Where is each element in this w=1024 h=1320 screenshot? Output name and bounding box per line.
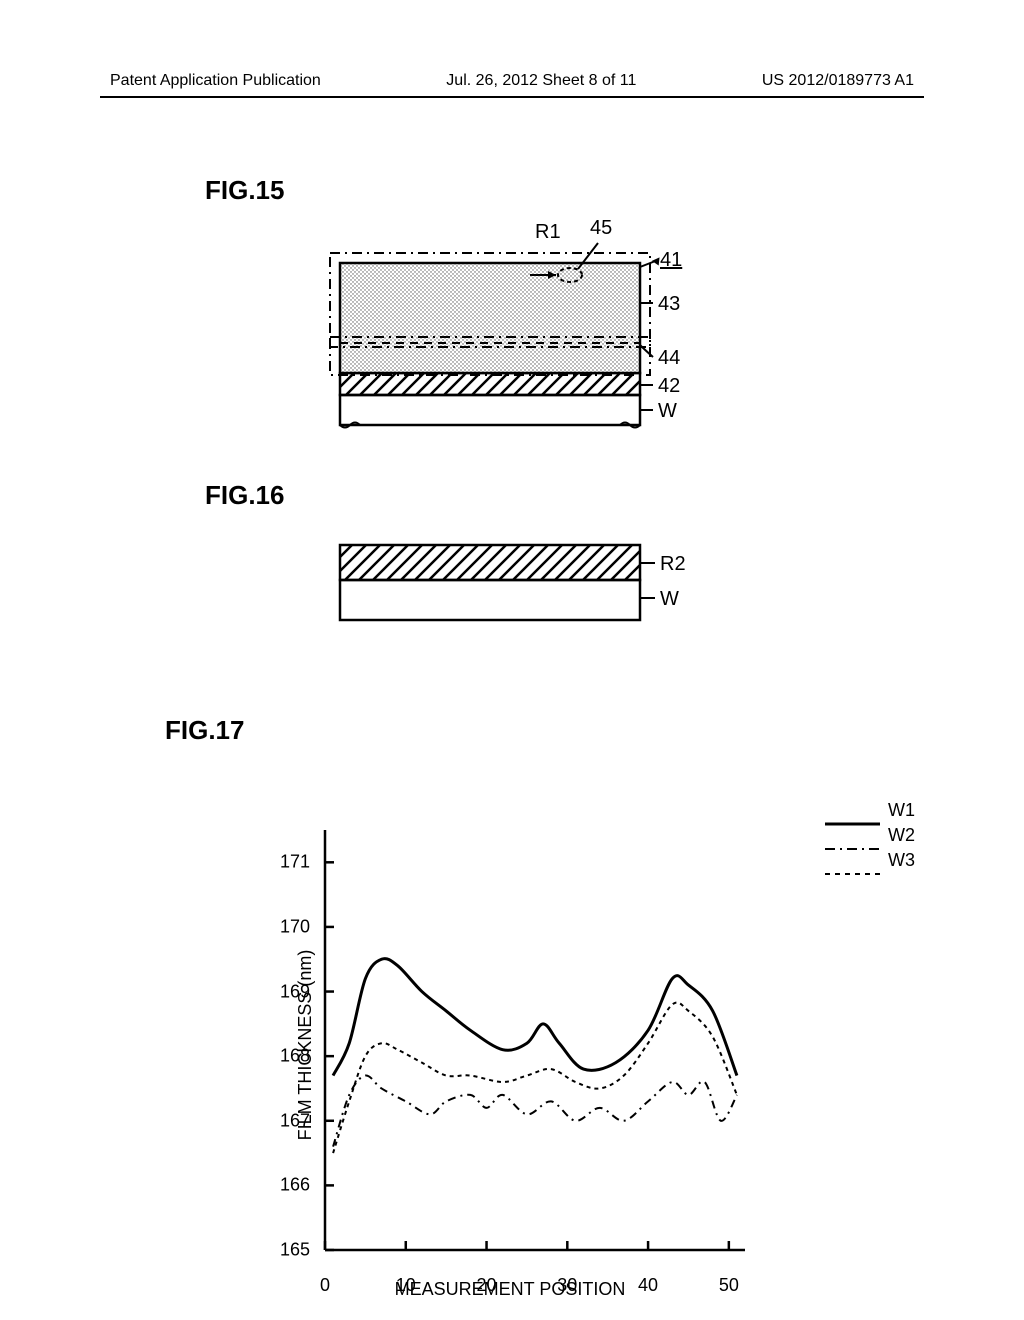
callout-W: W xyxy=(658,400,677,423)
fig16-label: FIG.16 xyxy=(205,480,284,511)
chart-legend: W1 W2 W3 xyxy=(825,800,915,875)
callout-R2: R2 xyxy=(660,553,686,576)
y-tick-label: 169 xyxy=(280,981,310,1002)
callout-41: 41 xyxy=(660,249,682,272)
x-tick-label: 40 xyxy=(638,1275,658,1296)
header-right: US 2012/0189773 A1 xyxy=(762,72,914,90)
x-tick-label: 50 xyxy=(719,1275,739,1296)
header-rule xyxy=(100,96,924,98)
fig16-diagram: R2 W xyxy=(320,535,720,640)
fig17-chart: FILM THICKNESS (nm) MEASUREMENT POSITION… xyxy=(250,820,770,1270)
series-W2 xyxy=(333,1075,737,1146)
x-tick-label: 30 xyxy=(557,1275,577,1296)
y-tick-label: 166 xyxy=(280,1175,310,1196)
x-tick-label: 20 xyxy=(477,1275,497,1296)
y-tick-label: 167 xyxy=(280,1110,310,1131)
x-axis-label: MEASUREMENT POSITION xyxy=(395,1279,626,1300)
y-tick-label: 165 xyxy=(280,1240,310,1261)
fig15-label: FIG.15 xyxy=(205,175,284,206)
series-W1 xyxy=(333,959,737,1076)
legend-W2: W2 xyxy=(825,825,915,846)
legend-W3: W3 xyxy=(825,850,915,871)
fig16-svg xyxy=(320,535,720,635)
callout-R1: R1 xyxy=(535,221,561,244)
callout-45: 45 xyxy=(590,217,612,240)
legend-W1: W1 xyxy=(825,800,915,821)
fig17-label: FIG.17 xyxy=(165,715,244,746)
page-header: Patent Application Publication Jul. 26, … xyxy=(0,72,1024,98)
callout-W16: W xyxy=(660,588,679,611)
x-tick-label: 10 xyxy=(396,1275,416,1296)
y-tick-label: 168 xyxy=(280,1046,310,1067)
header-left: Patent Application Publication xyxy=(110,72,321,90)
callout-43: 43 xyxy=(658,293,680,316)
chart-svg xyxy=(250,820,770,1270)
header-center: Jul. 26, 2012 Sheet 8 of 11 xyxy=(446,72,636,90)
fig15-diagram: R1 45 41 43 44 42 W xyxy=(320,225,750,440)
y-tick-label: 171 xyxy=(280,852,310,873)
x-tick-label: 0 xyxy=(320,1275,330,1296)
series-W3 xyxy=(333,1002,737,1153)
callout-42: 42 xyxy=(658,375,680,398)
fig15-svg xyxy=(320,225,750,435)
callout-44: 44 xyxy=(658,347,680,370)
y-tick-label: 170 xyxy=(280,916,310,937)
